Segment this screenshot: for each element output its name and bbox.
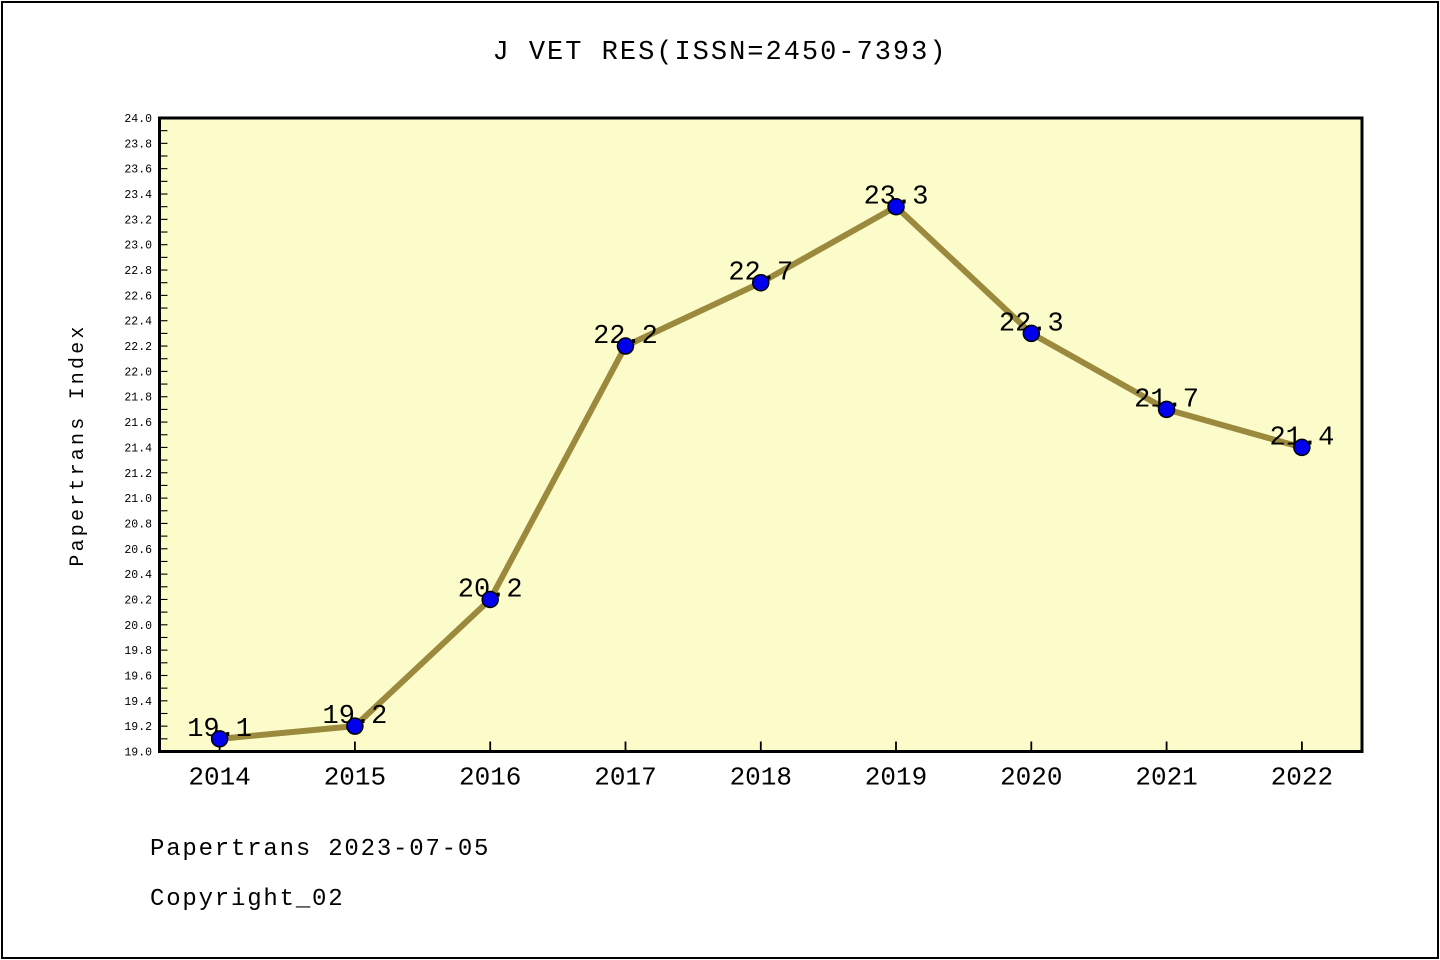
svg-text:21.6: 21.6 <box>124 417 152 430</box>
svg-text:20.2: 20.2 <box>124 594 152 607</box>
svg-text:21.2: 21.2 <box>124 468 152 481</box>
svg-text:2017: 2017 <box>594 763 656 793</box>
svg-text:2016: 2016 <box>459 763 521 793</box>
svg-text:19.4: 19.4 <box>124 696 152 709</box>
svg-text:22.2: 22.2 <box>124 341 152 354</box>
svg-text:24.0: 24.0 <box>124 113 152 126</box>
svg-text:23.8: 23.8 <box>124 138 152 151</box>
svg-text:2014: 2014 <box>188 763 250 793</box>
svg-text:2018: 2018 <box>730 763 792 793</box>
svg-text:19.6: 19.6 <box>124 670 152 683</box>
svg-text:20.4: 20.4 <box>124 569 152 582</box>
svg-text:2021: 2021 <box>1135 763 1197 793</box>
svg-text:2020: 2020 <box>1000 763 1062 793</box>
svg-text:22.8: 22.8 <box>124 265 152 278</box>
svg-text:19.8: 19.8 <box>124 645 152 658</box>
svg-text:22.4: 22.4 <box>124 316 152 329</box>
svg-text:22.6: 22.6 <box>124 290 152 303</box>
svg-text:21.4: 21.4 <box>124 442 152 455</box>
svg-text:19.2: 19.2 <box>124 721 152 734</box>
svg-text:2022: 2022 <box>1271 763 1333 793</box>
svg-text:23.6: 23.6 <box>124 164 152 177</box>
svg-text:2019: 2019 <box>865 763 927 793</box>
svg-text:21.0: 21.0 <box>124 493 152 506</box>
svg-text:22.0: 22.0 <box>124 366 152 379</box>
svg-text:23.4: 23.4 <box>124 189 152 202</box>
svg-text:2015: 2015 <box>324 763 386 793</box>
svg-text:21.8: 21.8 <box>124 392 152 405</box>
svg-text:20.8: 20.8 <box>124 518 152 531</box>
svg-text:19.0: 19.0 <box>124 747 152 760</box>
svg-text:23.2: 23.2 <box>124 214 152 227</box>
svg-text:20.6: 20.6 <box>124 544 152 557</box>
svg-text:23.0: 23.0 <box>124 240 152 253</box>
svg-text:20.0: 20.0 <box>124 620 152 633</box>
